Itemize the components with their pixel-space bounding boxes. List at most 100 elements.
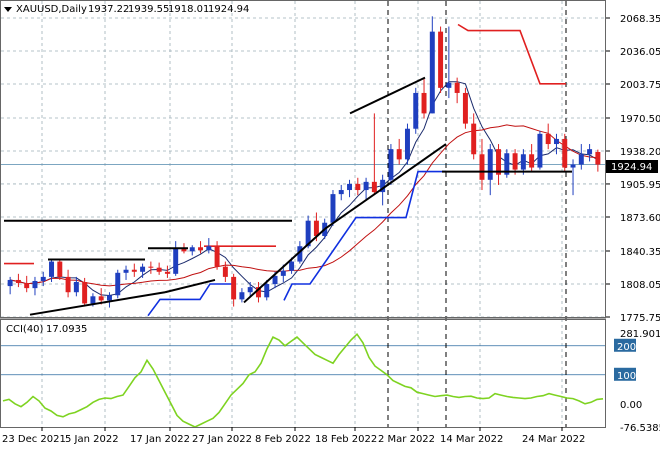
candle-body: [7, 279, 13, 287]
candle-body: [222, 266, 228, 277]
candle-body: [73, 282, 79, 293]
time-tick-label: 2 Mar 2022: [378, 434, 435, 445]
candle-body: [388, 149, 394, 180]
candle-body: [421, 92, 427, 114]
cci-label: CCI(40): [6, 324, 44, 335]
ohlc-open: 1937.22: [88, 4, 129, 15]
candle-body: [148, 266, 154, 268]
resistance-line-3: [457, 23, 566, 85]
ohlc-low: 1918.01: [168, 4, 209, 15]
candle-body: [49, 261, 55, 277]
ohlc-close: 1924.94: [208, 4, 249, 15]
cci-tick-label: 281.9018: [620, 329, 660, 340]
symbol-label: XAUUSD,Daily: [16, 4, 87, 15]
candle-body: [595, 151, 601, 165]
cci-axis[interactable]: 281.9018 200 100 0.00 -76.5385: [614, 329, 660, 434]
candle-body: [181, 248, 187, 252]
trendline: [29, 291, 166, 316]
trendline: [243, 228, 326, 304]
candle-body: [15, 279, 21, 284]
candle-body: [156, 267, 162, 272]
candle-body: [520, 154, 526, 170]
candle-body: [297, 246, 303, 262]
ohlc-high: 1939.55: [128, 4, 169, 15]
price-tick-label: 2068.35: [620, 14, 660, 25]
current-price-label: 1924.94: [611, 162, 652, 173]
trendline: [164, 278, 216, 294]
candle-body: [289, 261, 295, 271]
time-tick-label: 24 Mar 2022: [522, 434, 585, 445]
candles[interactable]: [7, 16, 601, 308]
candle-body: [504, 153, 510, 175]
candle-body: [396, 149, 402, 160]
candle-body: [90, 296, 96, 304]
support-line-2: [283, 170, 446, 301]
candle-body: [280, 270, 286, 276]
candle-body: [198, 247, 204, 251]
candle-body: [529, 154, 535, 168]
trendlines[interactable]: [4, 76, 572, 316]
price-panel-border: [0, 0, 606, 318]
candle-body: [131, 269, 137, 272]
candle-body: [347, 183, 353, 191]
candle-body: [363, 181, 369, 191]
candle-body: [247, 287, 253, 293]
price-tick-label: 1970.50: [620, 114, 660, 125]
dropdown-triangle-icon[interactable]: [4, 7, 12, 12]
candle-body: [98, 296, 104, 301]
candle-body: [496, 149, 502, 175]
time-tick-label: 14 Mar 2022: [440, 434, 503, 445]
candle-body: [587, 149, 593, 155]
price-tick-label: 2003.75: [620, 80, 660, 91]
candle-body: [24, 283, 30, 289]
candle-body: [454, 82, 460, 93]
candle-body: [338, 190, 344, 195]
candle-body: [189, 247, 195, 252]
candle-body: [313, 220, 319, 237]
candle-body: [380, 179, 386, 193]
candle-body: [40, 276, 46, 281]
cci-value: 17.0935: [46, 324, 87, 335]
price-tick-label: 1840.35: [620, 247, 660, 258]
candle-body: [106, 295, 112, 301]
cci-panel[interactable]: [2, 332, 604, 428]
cci-line: [2, 332, 604, 428]
price-tick-label: 1775.75: [620, 313, 660, 324]
price-tick-label: 1873.60: [620, 213, 660, 224]
candle-body: [65, 276, 71, 293]
time-tick-label: 5 Jan 2022: [65, 434, 119, 445]
candle-body: [173, 248, 179, 274]
candle-body: [239, 292, 245, 300]
grid: [1, 1, 606, 427]
time-tick-label: 23 Dec 2021: [2, 434, 66, 445]
support-line-1: [147, 283, 232, 317]
price-tick-label: 1808.05: [620, 280, 660, 291]
candle-body: [371, 181, 377, 193]
candle-body: [264, 284, 270, 298]
candle-body: [404, 128, 410, 160]
candle-body: [429, 31, 435, 114]
candle-body: [537, 133, 543, 168]
time-tick-label: 27 Jan 2022: [192, 434, 252, 445]
cci-panel-border: [0, 319, 606, 428]
candle-body: [578, 154, 584, 165]
cci-level-label: 100: [617, 371, 636, 382]
cci-level-box: [614, 367, 636, 381]
candle-body: [355, 183, 361, 191]
time-tick-label: 18 Feb 2022: [315, 434, 377, 445]
cci-tick-label: -76.5385: [620, 423, 660, 434]
candle-body: [206, 246, 212, 251]
trendline: [349, 76, 426, 115]
time-tick-label: 17 Jan 2022: [130, 434, 190, 445]
candle-body: [123, 269, 129, 273]
price-axis[interactable]: 2068.35 2036.05 2003.75 1970.50 1938.20 1905.…: [606, 14, 660, 324]
candle-body: [82, 282, 88, 304]
cci-tick-label: 0.00: [620, 400, 642, 411]
candle-body: [471, 123, 477, 155]
candle-body: [545, 133, 551, 145]
cci-level-box: [614, 338, 636, 352]
trendline: [324, 143, 447, 230]
time-axis[interactable]: 23 Dec 2021 5 Jan 2022 17 Jan 2022 27 Jan 2…: [2, 427, 585, 445]
candle-body: [255, 287, 261, 298]
